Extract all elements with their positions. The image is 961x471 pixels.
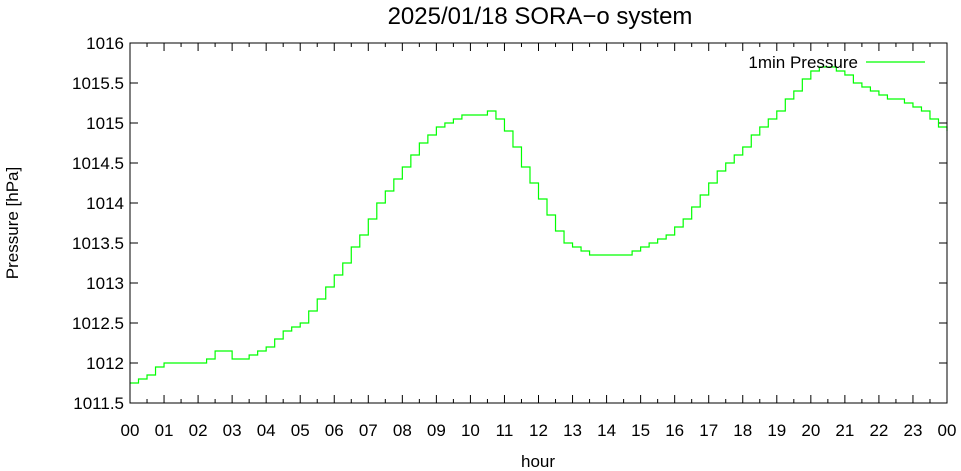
y-tick-label: 1011.5 [73, 394, 124, 413]
x-tick-label: 15 [631, 421, 650, 440]
x-tick-label: 06 [325, 421, 344, 440]
plot-frame [129, 42, 948, 404]
x-tick-label: 05 [291, 421, 310, 440]
series-layer [130, 66, 948, 384]
y-tick-label: 1013.5 [72, 234, 124, 253]
y-tick-label: 1014 [86, 194, 124, 213]
y-tick-label: 1013 [86, 274, 124, 293]
legend: 1min Pressure [748, 53, 925, 72]
x-tick-label: 23 [903, 421, 922, 440]
y-tick-label: 1012.5 [72, 314, 124, 333]
x-tick-label: 10 [461, 421, 480, 440]
x-tick-label: 14 [597, 421, 616, 440]
axis-ticks: 00 01 02 03 04 05 06 07 08 09 10 11 12 13 14 15 16 17 18 19… [72, 34, 956, 440]
x-tick-label: 08 [393, 421, 412, 440]
x-tick-label: 00 [121, 421, 140, 440]
x-tick-label: 16 [665, 421, 684, 440]
y-tick-label: 1012 [86, 354, 124, 373]
x-tick-label: 13 [563, 421, 582, 440]
y-tick-label: 1015.5 [72, 74, 124, 93]
x-tick-label: 07 [359, 421, 378, 440]
x-tick-label: 17 [699, 421, 718, 440]
y-tick-label: 1014.5 [72, 154, 124, 173]
x-tick-label: 22 [869, 421, 888, 440]
x-tick-label: 21 [835, 421, 854, 440]
x-tick-label: 19 [767, 421, 786, 440]
legend-label: 1min Pressure [748, 53, 858, 72]
y-axis-label: Pressure [hPa] [3, 167, 22, 279]
x-tick-label: 02 [189, 421, 208, 440]
x-tick-label: 18 [733, 421, 752, 440]
x-tick-label: 03 [223, 421, 242, 440]
x-tick-label: 01 [155, 421, 174, 440]
pressure-series-line [130, 66, 948, 384]
chart-title: 2025/01/18 SORA−o system [388, 3, 693, 30]
x-tick-label: 04 [257, 421, 276, 440]
x-tick-label: 11 [496, 421, 514, 440]
x-tick-label: 09 [427, 421, 446, 440]
x-tick-label: 20 [801, 421, 820, 440]
y-tick-label: 1016 [86, 34, 124, 53]
y-tick-label: 1015 [86, 114, 124, 133]
x-tick-label: 12 [529, 421, 548, 440]
x-tick-label: 00 [938, 421, 957, 440]
x-axis-label: hour [521, 452, 555, 471]
